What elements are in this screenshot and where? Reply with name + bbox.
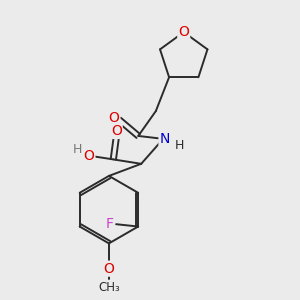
Text: O: O: [83, 149, 94, 164]
Text: O: O: [111, 124, 122, 138]
Text: CH₃: CH₃: [98, 281, 120, 294]
Text: F: F: [106, 217, 114, 231]
Text: H: H: [175, 139, 184, 152]
Text: H: H: [73, 142, 82, 156]
Text: O: O: [178, 25, 189, 39]
Text: N: N: [160, 132, 170, 146]
Text: O: O: [109, 111, 119, 125]
Text: O: O: [103, 262, 114, 276]
